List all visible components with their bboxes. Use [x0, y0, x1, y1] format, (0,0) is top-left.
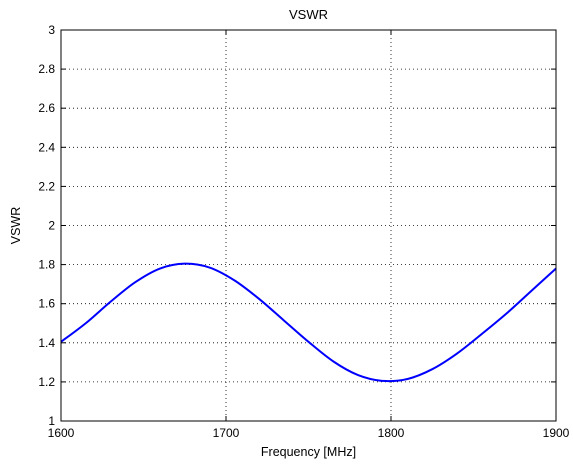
y-tick-label: 2.4 — [38, 140, 55, 154]
x-tick-label: 1700 — [213, 426, 240, 440]
y-tick-label: 3 — [48, 23, 55, 37]
y-tick-label: 2.8 — [38, 62, 55, 76]
y-tick-label: 1.2 — [38, 375, 55, 389]
y-tick-label: 1.8 — [38, 258, 55, 272]
ticks — [60, 29, 557, 422]
y-axis-label: VSWR — [9, 207, 23, 245]
chart-title: VSWR — [289, 7, 328, 22]
y-tick-label: 1.6 — [38, 297, 55, 311]
y-tick-label: 1 — [48, 414, 55, 428]
x-tick-label: 1800 — [378, 426, 405, 440]
vswr-series-line — [60, 262, 557, 383]
x-tick-label: 1600 — [48, 426, 75, 440]
x-tick-label: 1900 — [543, 426, 570, 440]
grid — [61, 30, 556, 421]
y-tick-label: 2.2 — [38, 179, 55, 193]
x-axis-label: Frequency [MHz] — [261, 445, 356, 459]
y-tick-label: 1.4 — [38, 336, 55, 350]
y-tick-label: 2 — [48, 219, 55, 233]
tick-labels: 1600 1700 1800 1900 1 1.2 1.4 1.6 1.8 2 2.2 2.4 2.6 2… — [38, 23, 569, 440]
series-group — [60, 262, 557, 383]
y-tick-label: 2.6 — [38, 101, 55, 115]
